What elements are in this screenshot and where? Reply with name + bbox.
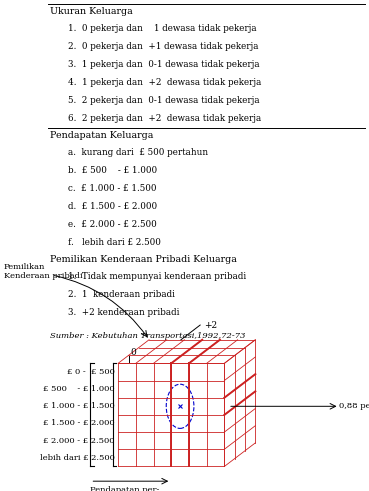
Text: £ 500    - £ 1.000: £ 500 - £ 1.000	[43, 385, 114, 393]
Text: Pendapatan Keluarga: Pendapatan Keluarga	[50, 131, 153, 140]
Text: 2.  1  kenderaan pribadi: 2. 1 kenderaan pribadi	[68, 290, 175, 300]
Text: 1.  0 pekerja dan    1 dewasa tidak pekerja: 1. 0 pekerja dan 1 dewasa tidak pekerja	[68, 24, 257, 33]
Text: Sumber : Kebutuhan Transportasi,1992,72-73: Sumber : Kebutuhan Transportasi,1992,72-…	[50, 332, 245, 340]
Text: 0,88 pergeraka: 0,88 pergeraka	[339, 402, 369, 410]
Text: Ukuran Keluarga: Ukuran Keluarga	[50, 7, 132, 16]
Text: 2.  0 pekerja dan  +1 dewasa tidak pekerja: 2. 0 pekerja dan +1 dewasa tidak pekerja	[68, 42, 259, 51]
Text: +2: +2	[204, 321, 217, 329]
Text: 0: 0	[131, 348, 137, 357]
Text: f.   lebih dari £ 2.500: f. lebih dari £ 2.500	[68, 238, 161, 247]
Text: lebih dari £ 2.500: lebih dari £ 2.500	[39, 454, 114, 462]
Text: 6.  2 pekerja dan  +2  dewasa tidak pekerja: 6. 2 pekerja dan +2 dewasa tidak pekerja	[68, 113, 262, 123]
Text: £ 2.000 - £ 2.500: £ 2.000 - £ 2.500	[43, 436, 114, 445]
Text: 5.  2 pekerja dan  0-1 dewasa tidak pekerja: 5. 2 pekerja dan 0-1 dewasa tidak pekerj…	[68, 96, 260, 105]
Text: c.  £ 1.000 - £ 1.500: c. £ 1.000 - £ 1.500	[68, 184, 157, 193]
Text: £ 1.500 - £ 2.000: £ 1.500 - £ 2.000	[43, 419, 114, 428]
Text: b.  £ 500    - £ 1.000: b. £ 500 - £ 1.000	[68, 166, 158, 175]
Text: £ 0 -  £ 500: £ 0 - £ 500	[66, 368, 114, 376]
Text: 4.  1 pekerja dan  +2  dewasa tidak pekerja: 4. 1 pekerja dan +2 dewasa tidak pekerja	[68, 78, 262, 87]
Text: Pemilikan
Kenderaan pribadi: Pemilikan Kenderaan pribadi	[4, 263, 82, 280]
Text: 3.  1 pekerja dan  0-1 dewasa tidak pekerja: 3. 1 pekerja dan 0-1 dewasa tidak pekerj…	[68, 60, 260, 69]
Text: £ 1.000 - £ 1.500: £ 1.000 - £ 1.500	[43, 402, 114, 410]
Text: Pendapatan per-
rumah tangga: Pendapatan per- rumah tangga	[90, 486, 160, 491]
Text: 1.  Tidak mempunyai kenderaan pribadi: 1. Tidak mempunyai kenderaan pribadi	[68, 273, 246, 281]
Text: 3.  +2 kenderaan pribadi: 3. +2 kenderaan pribadi	[68, 308, 180, 317]
Text: d.  £ 1.500 - £ 2.000: d. £ 1.500 - £ 2.000	[68, 202, 158, 211]
Text: Pemilikan Kenderaan Pribadi Keluarga: Pemilikan Kenderaan Pribadi Keluarga	[50, 255, 237, 264]
Text: a.  kurang dari  £ 500 pertahun: a. kurang dari £ 500 pertahun	[68, 148, 208, 157]
Text: e.  £ 2.000 - £ 2.500: e. £ 2.000 - £ 2.500	[68, 220, 157, 229]
